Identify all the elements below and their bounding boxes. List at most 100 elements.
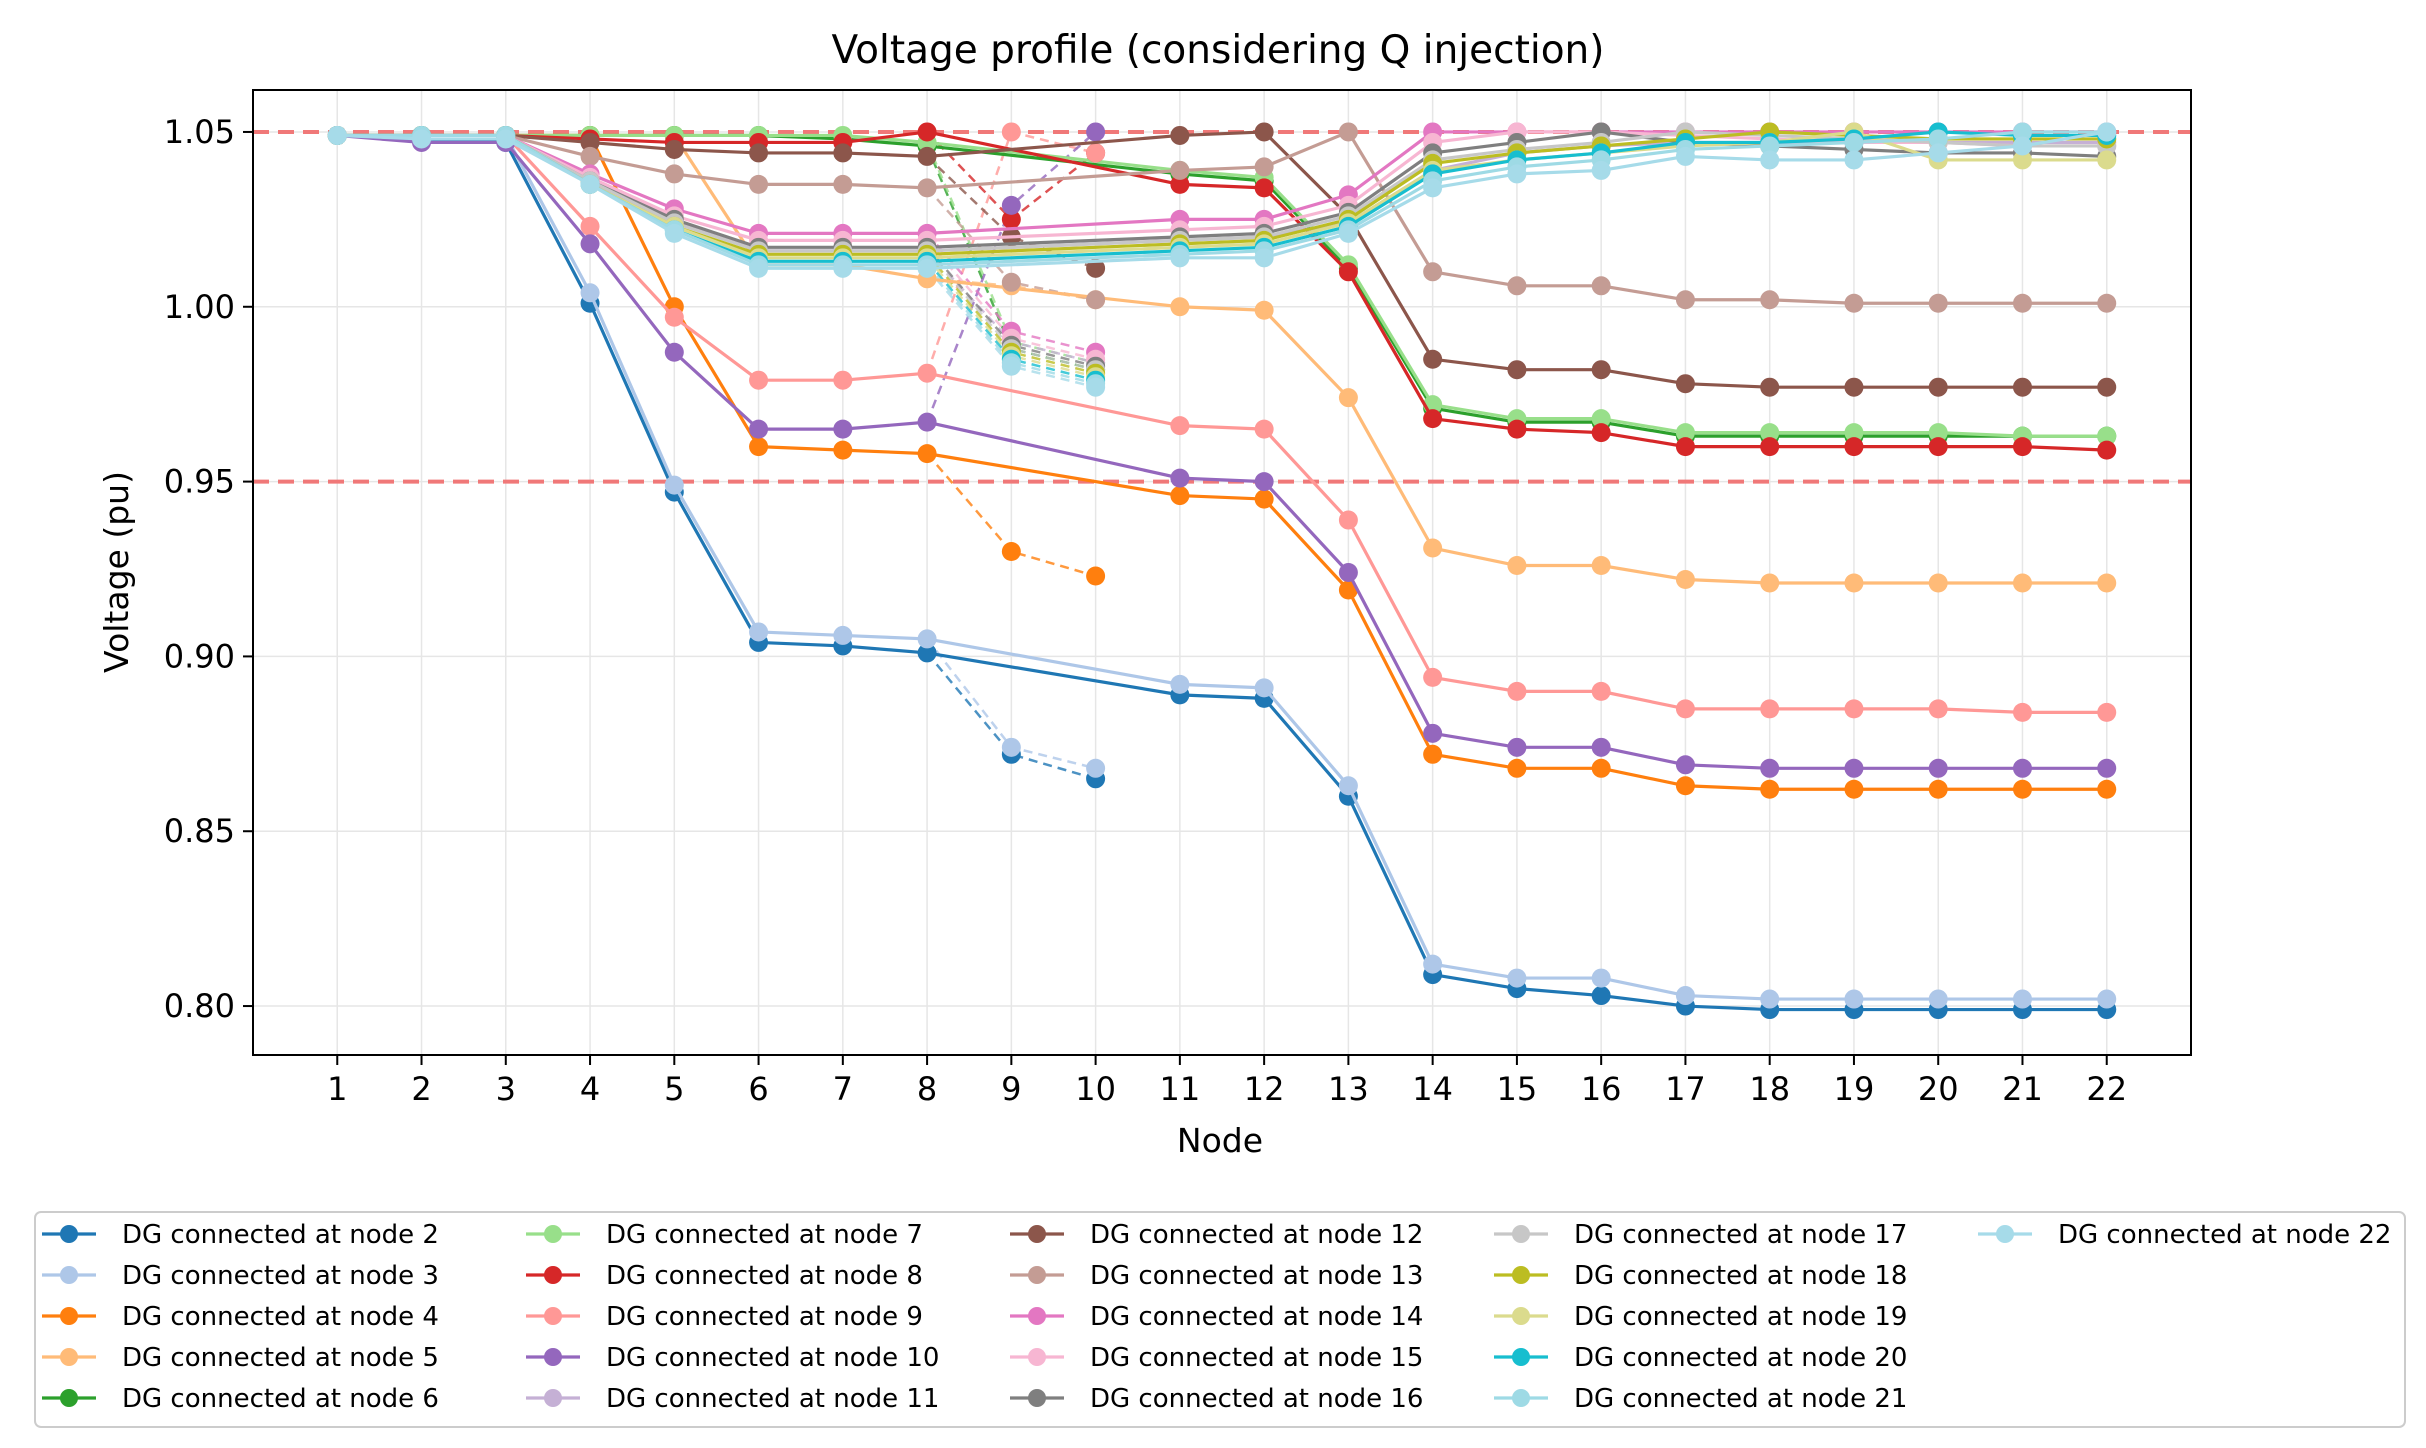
data-point (833, 143, 853, 163)
data-point (833, 419, 853, 439)
legend-marker (60, 1225, 78, 1243)
data-point (1254, 472, 1274, 492)
data-point (917, 363, 937, 383)
y-tick-label: 0.80 (164, 987, 235, 1025)
x-tick-label: 3 (496, 1070, 516, 1108)
data-point (749, 419, 769, 439)
x-tick-label: 8 (917, 1070, 937, 1108)
data-point (1591, 986, 1611, 1006)
legend-frame (34, 1211, 2406, 1428)
series-line (337, 133, 2107, 714)
data-point (1338, 776, 1358, 796)
legend-item: DG connected at node 8 (526, 1261, 923, 1291)
data-point (917, 258, 937, 278)
data-point (664, 139, 684, 159)
y-tick-label: 1.00 (164, 288, 235, 326)
data-point (1086, 758, 1106, 778)
series-branch-line (926, 232, 1096, 354)
series-line (337, 130, 2107, 305)
data-point (1760, 758, 1780, 778)
data-point (1675, 776, 1695, 796)
data-point (1844, 779, 1864, 799)
data-point (1760, 290, 1780, 310)
data-point (1507, 968, 1527, 988)
data-point (1507, 276, 1527, 296)
data-point (1675, 146, 1695, 166)
legend-item: DG connected at node 13 (1010, 1261, 1423, 1291)
data-point (2097, 122, 2117, 142)
data-point (664, 223, 684, 243)
data-point (1001, 209, 1021, 229)
x-tick-label: 18 (1749, 1070, 1790, 1108)
data-point (1423, 723, 1443, 743)
legend-item: DG connected at node 2 (42, 1220, 439, 1250)
series-line (337, 133, 2107, 438)
data-point (1760, 437, 1780, 457)
data-point (1591, 160, 1611, 180)
x-tick-label: 5 (664, 1070, 684, 1108)
data-point (1338, 223, 1358, 243)
data-point (1507, 556, 1527, 576)
data-point (327, 125, 347, 145)
series-branch-line (926, 452, 1096, 578)
data-point (749, 370, 769, 390)
legend-marker (1996, 1225, 2014, 1243)
series-group (327, 122, 2117, 778)
legend-item: DG connected at node 16 (1010, 1384, 1423, 1414)
data-point (917, 444, 937, 464)
data-point (1844, 989, 1864, 1009)
data-point (1001, 737, 1021, 757)
legend-marker (60, 1348, 78, 1366)
data-point (1928, 437, 1948, 457)
legend-label: DG connected at node 15 (1090, 1343, 1423, 1373)
x-tick-label: 22 (2086, 1070, 2127, 1108)
x-tick-label: 19 (1834, 1070, 1875, 1108)
data-point (1170, 416, 1190, 436)
series-group (327, 122, 2117, 397)
series-branch-line (926, 253, 1096, 375)
data-point (580, 234, 600, 254)
legend-label: DG connected at node 4 (122, 1302, 439, 1332)
data-point (2097, 758, 2117, 778)
data-point (1928, 779, 1948, 799)
data-point (1675, 755, 1695, 775)
plot-frame (252, 89, 2192, 1056)
legend-label: DG connected at node 8 (606, 1261, 923, 1291)
legend-item: DG connected at node 19 (1494, 1302, 1907, 1332)
data-point (1675, 986, 1695, 1006)
data-point (1844, 132, 1864, 152)
data-point (664, 307, 684, 327)
data-point (749, 143, 769, 163)
data-point (1086, 566, 1106, 586)
chart-legend: DG connected at node 2 DG connected at no… (34, 1211, 2406, 1428)
data-point (2012, 136, 2032, 156)
data-point (1928, 573, 1948, 593)
data-point (1338, 510, 1358, 530)
x-tick-label: 6 (748, 1070, 768, 1108)
data-point (580, 132, 600, 152)
legend-label: DG connected at node 11 (606, 1384, 939, 1414)
data-point (1844, 573, 1864, 593)
data-point (833, 174, 853, 194)
legend-label: DG connected at node 5 (122, 1343, 439, 1373)
data-point (1086, 143, 1106, 163)
legend-marker (1512, 1266, 1530, 1284)
data-point (1423, 744, 1443, 764)
data-point (1086, 377, 1106, 397)
x-tick-label: 11 (1160, 1070, 1201, 1108)
legend-marker (1028, 1348, 1046, 1366)
data-point (2097, 702, 2117, 722)
data-point (1928, 758, 1948, 778)
legend-item: DG connected at node 21 (1494, 1384, 1907, 1414)
series-line (337, 130, 2107, 389)
data-point (1591, 360, 1611, 380)
data-point (749, 437, 769, 457)
series-branch-line (926, 239, 1096, 361)
data-point (1760, 423, 1780, 443)
data-point (1254, 157, 1274, 177)
x-tick-label: 21 (2002, 1070, 2043, 1108)
legend-item: DG connected at node 5 (42, 1343, 439, 1373)
data-point (1591, 409, 1611, 429)
legend-marker (544, 1389, 562, 1407)
